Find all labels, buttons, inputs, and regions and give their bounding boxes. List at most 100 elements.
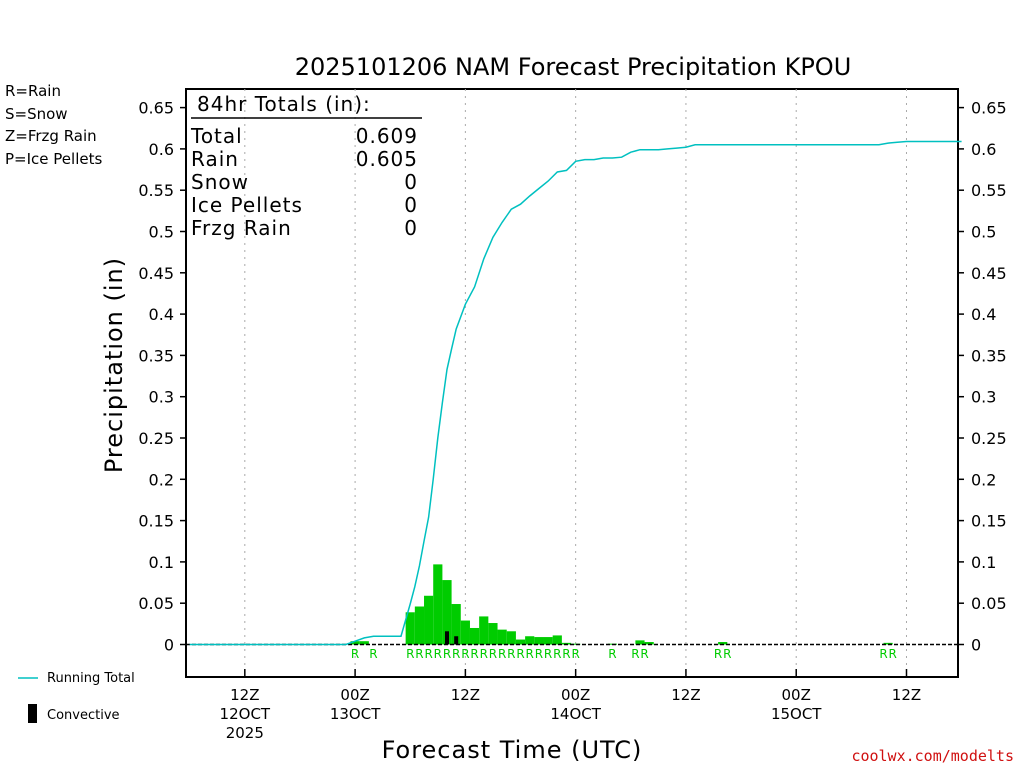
precip-type-label: R (351, 647, 359, 661)
rain-bar (451, 604, 461, 645)
y-axis-left: 0.65 0.6 0.55 0.5 0.45 0.4 0.35 0.3 0.25 0.2 0.15 0… (138, 99, 186, 655)
legend-ice-pellets: P=Ice Pellets (5, 150, 102, 168)
convective-bars (444, 631, 459, 645)
y-tick-label-right: 0.15 (971, 512, 1007, 531)
x-tick-label: 13OCT (330, 705, 381, 723)
convective-bar (454, 636, 459, 645)
x-tick-label: 00Z (782, 686, 811, 704)
x-tick-label: 15OCT (771, 705, 822, 723)
precip-type-label: R (631, 647, 639, 661)
precip-type-label: R (535, 647, 543, 661)
precip-type-label: R (544, 647, 552, 661)
rain-bar (552, 635, 562, 645)
x-tick-label: 00Z (340, 686, 369, 704)
x-axis-title: Forecast Time (UTC) (382, 736, 643, 764)
precip-type-label: R (461, 647, 469, 661)
y-tick-label-right: 0.6 (971, 140, 996, 159)
y-tick-label-right: 0.25 (971, 429, 1007, 448)
rain-bar (488, 623, 498, 645)
y-tick-label-left: 0.15 (138, 512, 174, 531)
convective-legend-swatch (28, 704, 37, 723)
y-tick-label-left: 0.35 (138, 346, 174, 365)
y-tick-label-left: 0.05 (138, 594, 174, 613)
convective-legend-label: Convective (47, 708, 120, 723)
y-tick-label-right: 0.5 (971, 223, 996, 242)
x-tick-label: 2025 (226, 724, 264, 742)
x-tick-label: 12Z (230, 686, 259, 704)
precip-type-label: R (424, 647, 432, 661)
precip-type-label: R (443, 647, 451, 661)
y-tick-label-left: 0.2 (149, 470, 174, 489)
rain-bar (718, 642, 728, 645)
precip-type-label: R (608, 647, 616, 661)
rain-bar (571, 643, 581, 645)
precip-type-label: R (480, 647, 488, 661)
y-tick-label-right: 0.45 (971, 264, 1007, 283)
precip-type-label: R (879, 647, 887, 661)
rain-bar (350, 641, 360, 645)
rain-bar (414, 606, 425, 645)
rain-bar (469, 627, 480, 645)
totals-value-rain: 0.605 (356, 147, 418, 171)
rain-bar (506, 631, 516, 645)
legend-rain: R=Rain (5, 82, 61, 100)
totals-value-snow: 0 (404, 170, 418, 194)
precip-type-label: R (415, 647, 423, 661)
precip-type-label: R (714, 647, 722, 661)
y-tick-label-left: 0.4 (149, 305, 174, 324)
running-total-legend-label: Running Total (47, 671, 135, 686)
y-tick-label-left: 0.65 (138, 99, 174, 118)
precip-type-label: R (640, 647, 648, 661)
rain-bar (479, 616, 489, 645)
totals-heading: 84hr Totals (in): (197, 92, 371, 116)
totals-label-frzg-rain: Frzg Rain (191, 216, 292, 240)
plot-frame (185, 88, 959, 678)
precip-type-label: R (562, 647, 570, 661)
precip-type-label: R (406, 647, 414, 661)
y-tick-label-left: 0 (164, 636, 174, 655)
rain-bar (433, 564, 443, 645)
precip-type-label: R (470, 647, 478, 661)
y-tick-label-left: 0.3 (149, 388, 174, 407)
x-tick-label: 00Z (561, 686, 590, 704)
rain-bar (442, 580, 452, 645)
rain-bar (883, 642, 893, 645)
y-tick-label-right: 0.35 (971, 346, 1007, 365)
y-axis-right: 0.65 0.6 0.55 0.5 0.45 0.4 0.35 0.3 0.25 0.2 0.15 0… (958, 99, 1007, 655)
rain-bar (497, 629, 507, 645)
rain-bar (543, 637, 553, 645)
y-tick-label-right: 0.3 (971, 388, 996, 407)
precip-type-label: R (369, 647, 377, 661)
credit-text: coolwx.com/modelts (851, 747, 1014, 765)
y-tick-label-right: 0.4 (971, 305, 996, 324)
totals-box: 84hr Totals (in): Total 0.609 Rain 0.605… (190, 92, 422, 240)
y-tick-label-left: 0.25 (138, 429, 174, 448)
type-legend: R=Rain S=Snow Z=Frzg Rain P=Ice Pellets (5, 82, 102, 168)
precip-type-label: R (571, 647, 579, 661)
y-tick-label-right: 0.55 (971, 181, 1007, 200)
totals-value-ice-pellets: 0 (404, 193, 418, 217)
rain-bar (515, 639, 526, 645)
y-tick-label-right: 0.65 (971, 99, 1007, 118)
grid-lines (244, 89, 907, 677)
totals-value-total: 0.609 (356, 124, 418, 148)
rain-bars (350, 564, 893, 645)
running-total-line (189, 140, 962, 646)
totals-label-total: Total (190, 124, 243, 148)
y-tick-label-left: 0.1 (149, 553, 174, 572)
legend-snow: S=Snow (5, 105, 68, 123)
y-tick-label-left: 0.5 (149, 223, 174, 242)
totals-label-ice-pellets: Ice Pellets (191, 193, 303, 217)
chart-title: 2025101206 NAM Forecast Precipitation KP… (295, 53, 852, 81)
rain-bar (644, 642, 654, 645)
y-tick-label-right: 0.05 (971, 594, 1007, 613)
x-tick-label: 12Z (892, 686, 921, 704)
y-tick-label-right: 0 (971, 636, 981, 655)
rain-bar (460, 620, 470, 645)
precip-type-label: R (516, 647, 524, 661)
x-tick-label: 14OCT (550, 705, 601, 723)
legend-frzg-rain: Z=Frzg Rain (5, 127, 97, 145)
rain-bar (424, 595, 434, 645)
